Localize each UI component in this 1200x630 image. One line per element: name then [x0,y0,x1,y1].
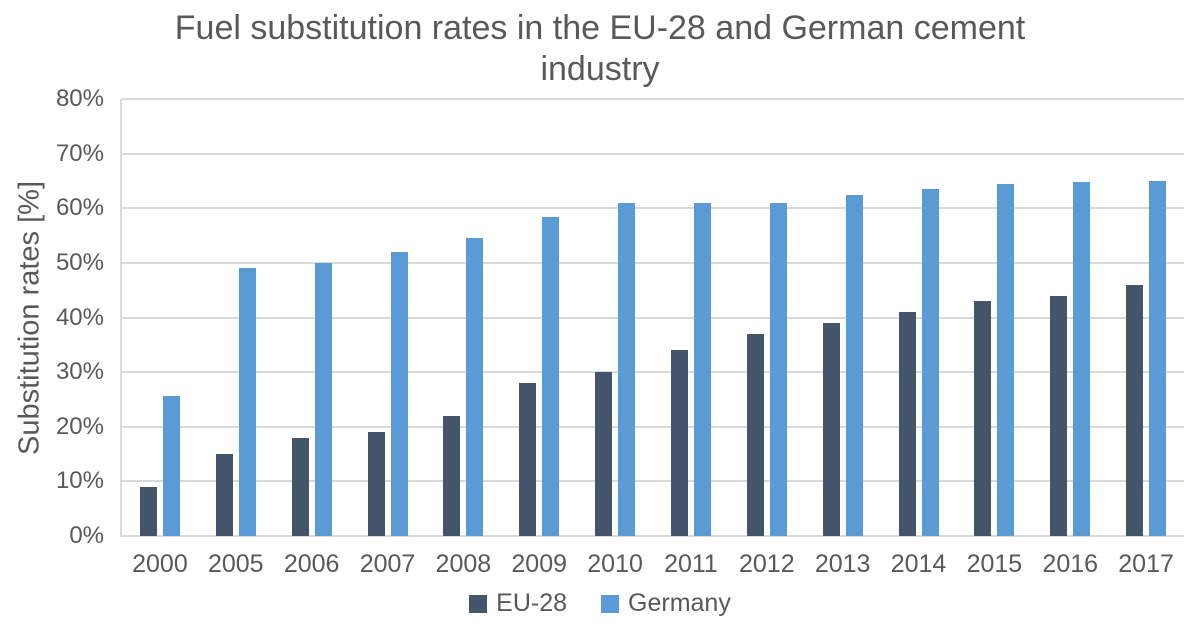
bar-eu28-2017 [1126,284,1144,536]
bar-group-2013 [805,99,881,536]
bar-group-2017 [1108,99,1184,536]
bar-eu28-2016 [1050,295,1068,536]
gridline [122,425,1184,428]
legend-item-germany: Germany [601,589,731,618]
y-tick-label-70: 70% [55,139,104,167]
bar-group-2007 [350,99,426,536]
x-tick-label-2013: 2013 [814,550,871,578]
x-tick-label-2012: 2012 [738,550,795,578]
bar-group-2014 [881,99,957,536]
y-tick-label-40: 40% [55,303,104,331]
bar-germany-2011 [693,202,711,536]
bar-group-2016 [1032,99,1108,536]
bar-germany-2000 [162,395,180,536]
legend: EU-28 Germany [0,589,1200,618]
bar-germany-2005 [238,268,256,536]
bar-group-2015 [956,99,1032,536]
bar-eu28-2014 [898,312,916,536]
bar-germany-2013 [845,194,863,536]
gridlines [122,98,1184,537]
bar-eu28-2009 [519,383,537,536]
bar-group-2008 [425,99,501,536]
x-axis-line [122,535,1184,537]
bar-eu28-2013 [822,322,840,536]
y-tick-label-30: 30% [55,358,104,386]
x-tick-label-2015: 2015 [966,550,1023,578]
x-tick-label-2008: 2008 [435,550,492,578]
plot-area [120,98,1184,537]
x-tick-label-2014: 2014 [890,550,947,578]
bar-germany-2006 [314,262,332,536]
x-tick-label-2009: 2009 [511,550,568,578]
legend-label-germany: Germany [628,589,731,617]
gridline [122,480,1184,483]
bar-group-2005 [198,99,274,536]
y-tick-label-0: 0% [69,522,104,549]
bar-eu28-2010 [595,372,613,536]
x-tick-label-2000: 2000 [132,550,188,578]
x-tick-label-2010: 2010 [587,550,643,578]
y-tick-label-10: 10% [55,467,104,495]
x-tick-label-2011: 2011 [664,550,718,578]
x-tick-label-2016: 2016 [1042,550,1099,578]
bar-germany-2015 [997,183,1015,536]
bar-group-2010 [577,99,653,536]
bar-group-2000 [122,99,198,536]
gridline [122,98,1184,100]
bar-germany-2007 [390,251,408,536]
y-tick-label-20: 20% [55,412,104,440]
bar-germany-2017 [1149,180,1167,536]
bar-groups [122,99,1184,536]
gridline [122,152,1184,155]
bar-eu28-2015 [974,301,992,536]
bar-germany-2008 [466,238,484,536]
bar-group-2006 [274,99,350,536]
bar-germany-2009 [542,217,560,536]
legend-label-eu28: EU-28 [496,589,568,617]
y-tick-label-50: 50% [55,248,104,276]
bar-eu28-2011 [670,350,688,536]
chart-title-line1: Fuel substitution rates in the EU-28 and… [174,9,1026,47]
y-axis-line [120,99,122,537]
legend-item-eu28: EU-28 [469,589,567,618]
x-tick-label-2017: 2017 [1118,550,1174,578]
legend-swatch-icon-eu28 [469,594,488,613]
bar-eu28-2008 [443,415,461,536]
bar-eu28-2006 [291,437,309,536]
bar-group-2009 [501,99,577,536]
chart-title-line2: industry [540,50,660,89]
x-tick-label-2005: 2005 [207,550,264,578]
bar-eu28-2007 [367,432,385,536]
bar-germany-2012 [769,202,787,536]
x-tick-label-2007: 2007 [359,550,416,578]
y-tick-label-80: 80% [55,85,104,112]
gridline [122,261,1184,264]
gridline [122,207,1184,210]
y-tick-label-60: 60% [55,194,104,222]
bar-germany-2016 [1073,182,1091,536]
x-tick-label-2006: 2006 [283,550,340,578]
bar-germany-2014 [921,189,939,536]
gridline [122,371,1184,374]
y-axis-ticks: 0% 10% 20% 30% 40% 50% 60% 70% 80% [0,86,104,549]
bar-eu28-2000 [139,486,157,536]
bar-group-2012 [729,99,805,536]
x-axis-labels: 2000 2005 2006 2007 2008 2009 2010 2011 2012 2013… [122,550,1184,579]
bar-eu28-2012 [746,333,764,536]
bar-group-2011 [653,99,729,536]
legend-swatch-icon-germany [601,594,620,613]
bar-germany-2010 [618,202,636,536]
gridline [122,316,1184,319]
bar-eu28-2005 [215,454,233,536]
chart-title: Fuel substitution rates in the EU-28 and… [0,8,1200,91]
